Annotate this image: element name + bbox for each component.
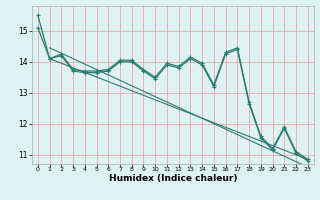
- X-axis label: Humidex (Indice chaleur): Humidex (Indice chaleur): [108, 174, 237, 183]
